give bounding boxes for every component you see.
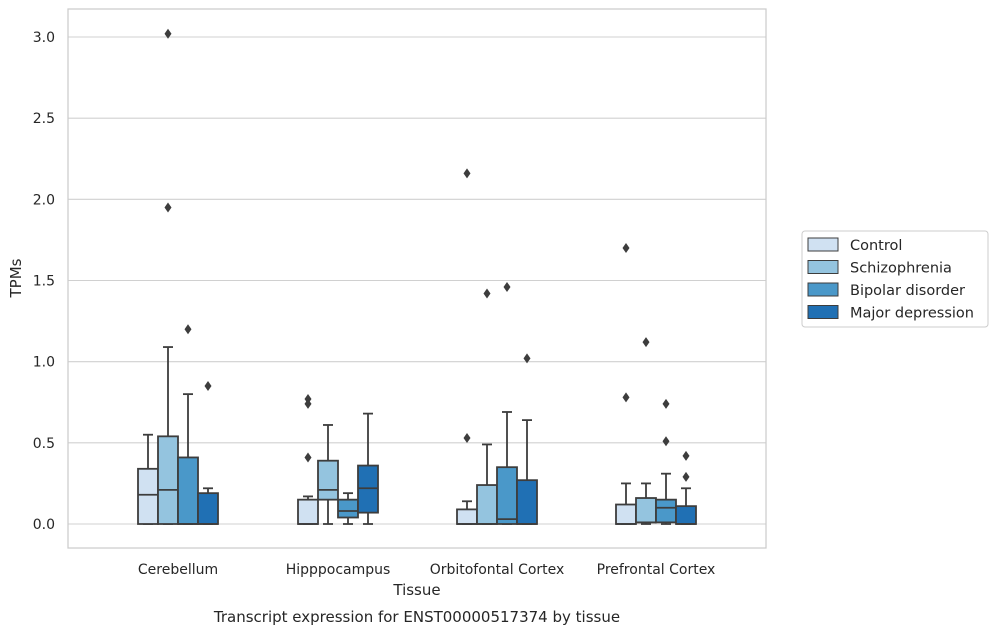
y-tick-label: 2.0 xyxy=(33,192,55,208)
outlier-point xyxy=(622,392,630,403)
outlier-point xyxy=(204,381,212,392)
box xyxy=(675,505,697,525)
x-tick-label: Hipppocampus xyxy=(286,562,391,578)
x-tick-label: Prefrontal Cortex xyxy=(597,562,716,578)
plot-frame xyxy=(67,8,767,549)
y-axis-label: TPMs xyxy=(7,258,25,298)
outlier-point xyxy=(483,288,491,299)
outlier-point xyxy=(184,324,192,335)
legend-swatch xyxy=(807,305,839,319)
legend-label: Major depression xyxy=(850,306,974,322)
box xyxy=(476,484,498,525)
y-tick-label: 0.5 xyxy=(33,436,55,452)
outlier-point xyxy=(662,398,670,409)
outlier-point xyxy=(682,450,690,461)
box xyxy=(197,492,219,525)
box xyxy=(516,479,538,525)
y-tick-labels: 0.0 0.5 1.0 1.5 2.0 2.5 3.0 xyxy=(33,30,55,533)
x-tick-label: Cerebellum xyxy=(138,562,218,578)
box xyxy=(496,466,518,525)
y-tick-label: 3.0 xyxy=(33,30,55,46)
x-axis-label: Tissue xyxy=(392,581,440,599)
box xyxy=(317,459,339,501)
legend-label: Control xyxy=(850,238,902,254)
x-tick-labels: Cerebellum Hipppocampus Orbitofontal Corte… xyxy=(138,562,715,578)
box xyxy=(635,497,657,524)
box xyxy=(655,498,677,524)
outlier-point xyxy=(463,432,471,443)
box xyxy=(137,467,159,525)
legend-label: Schizophrenia xyxy=(850,261,952,277)
outlier-point xyxy=(622,243,630,254)
y-tick-label: 0.0 xyxy=(33,517,55,533)
y-tick-label: 1.5 xyxy=(33,274,55,290)
y-tick-label: 2.5 xyxy=(33,111,55,127)
box xyxy=(177,456,199,525)
legend: Control Schizophrenia Bipolar disorder Majo… xyxy=(801,230,989,328)
box xyxy=(157,435,179,525)
outlier-point xyxy=(662,436,670,447)
legend-label: Bipolar disorder xyxy=(850,283,965,299)
outlier-point xyxy=(523,353,531,364)
outlier-point xyxy=(642,337,650,348)
gridlines xyxy=(68,36,766,525)
chart-title: Transcript expression for ENST0000051737… xyxy=(213,608,620,626)
y-tick-label: 1.0 xyxy=(33,355,55,371)
box xyxy=(337,498,359,519)
x-tick-label: Orbitofontal Cortex xyxy=(430,562,565,578)
outlier-point xyxy=(304,394,312,405)
legend-frame xyxy=(801,230,989,328)
outlier-point xyxy=(503,281,511,292)
legend-swatch xyxy=(807,282,839,297)
box xyxy=(615,503,637,525)
box xyxy=(297,498,319,525)
legend-swatch xyxy=(807,237,839,252)
outlier-point xyxy=(463,168,471,179)
outlier-point xyxy=(682,471,690,482)
outlier-point xyxy=(304,452,312,463)
box-series xyxy=(137,28,697,525)
legend-swatch xyxy=(807,260,839,274)
outlier-point xyxy=(164,28,172,39)
box xyxy=(456,508,478,525)
outlier-point xyxy=(164,202,172,213)
